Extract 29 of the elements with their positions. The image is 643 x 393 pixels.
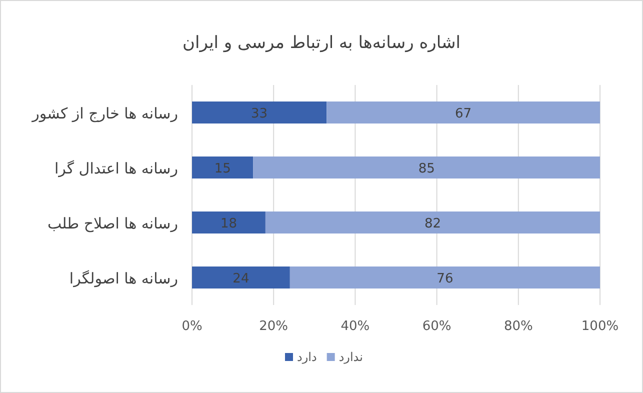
- data-label: 85: [418, 162, 435, 176]
- data-label: 33: [251, 106, 268, 122]
- x-tick-label: 40%: [340, 319, 370, 334]
- data-label: 15: [214, 162, 231, 176]
- bar: [253, 156, 600, 178]
- y-tick-label: رسانه ها اصلاح طلب: [47, 214, 178, 232]
- x-tick-label: 80%: [504, 319, 533, 334]
- chart-title: اشاره رسانه‌ها به ارتباط مرسی و ایران: [182, 33, 461, 53]
- legend-label: ندارد: [338, 350, 363, 364]
- bar: [326, 102, 600, 124]
- x-tick-label: 60%: [422, 319, 452, 334]
- x-tick-label: 100%: [581, 319, 619, 334]
- x-tick-label: 0%: [182, 319, 202, 334]
- bar: [192, 266, 290, 288]
- data-label: 67: [455, 106, 472, 122]
- bar: [192, 102, 327, 124]
- bar: [192, 156, 254, 178]
- x-tick-label: 20%: [259, 319, 288, 334]
- legend-label: دارد: [297, 350, 317, 364]
- bar: [265, 212, 600, 234]
- data-label: 24: [232, 272, 250, 286]
- y-tick-label: رسانه ها اعتدال گرا: [54, 160, 178, 178]
- data-label: 18: [220, 216, 237, 232]
- y-tick-label: رسانه ها خارج از کشور: [31, 104, 178, 122]
- data-label: 76: [436, 272, 454, 286]
- bar: [290, 266, 600, 288]
- y-tick-label: رسانه ها اصولگرا: [69, 270, 178, 288]
- data-label: 82: [424, 216, 441, 232]
- bar: [192, 212, 266, 234]
